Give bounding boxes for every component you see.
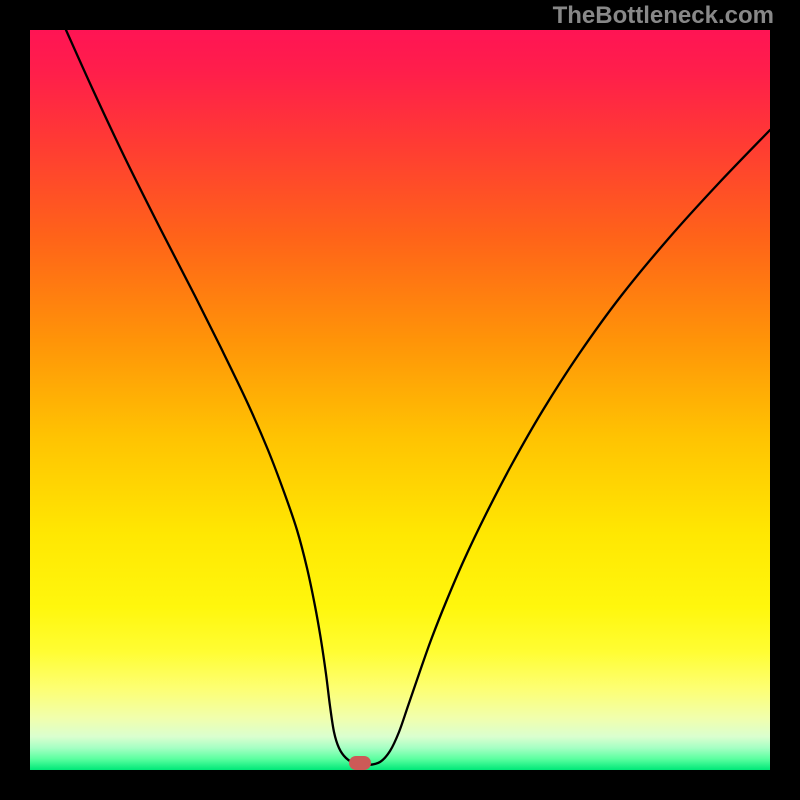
curve-path — [66, 30, 770, 765]
plot-area — [30, 30, 770, 770]
optimum-marker — [349, 756, 371, 770]
watermark-text: TheBottleneck.com — [553, 2, 774, 30]
bottleneck-curve — [30, 30, 770, 770]
